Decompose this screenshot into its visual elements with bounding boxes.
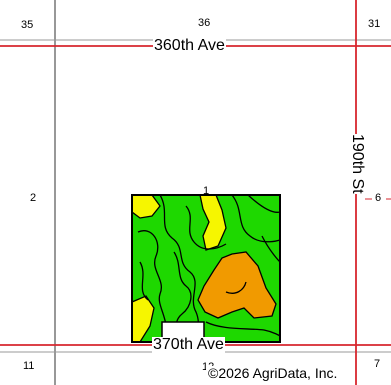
section-label-nw: 35 bbox=[21, 19, 34, 31]
section-label-sw: 11 bbox=[23, 360, 35, 372]
section-label-e: 6 bbox=[375, 192, 382, 204]
road-label-370th-ave: 370th Ave bbox=[152, 336, 225, 353]
soil-orange-zone bbox=[197, 251, 277, 319]
soil-yellow-zone bbox=[199, 194, 227, 251]
copyright-text: ©2026 AgriData, Inc. bbox=[206, 365, 340, 381]
field-number-label: 1 bbox=[203, 185, 210, 197]
section-label-ne: 31 bbox=[368, 18, 381, 30]
section-label-se: 7 bbox=[374, 358, 381, 370]
soil-map bbox=[131, 194, 281, 344]
road-label-190th-st: 190th St bbox=[349, 134, 366, 194]
section-label-w: 2 bbox=[30, 192, 37, 204]
road-label-360th-ave: 360th Ave bbox=[153, 37, 226, 54]
section-label-n: 36 bbox=[198, 17, 211, 29]
